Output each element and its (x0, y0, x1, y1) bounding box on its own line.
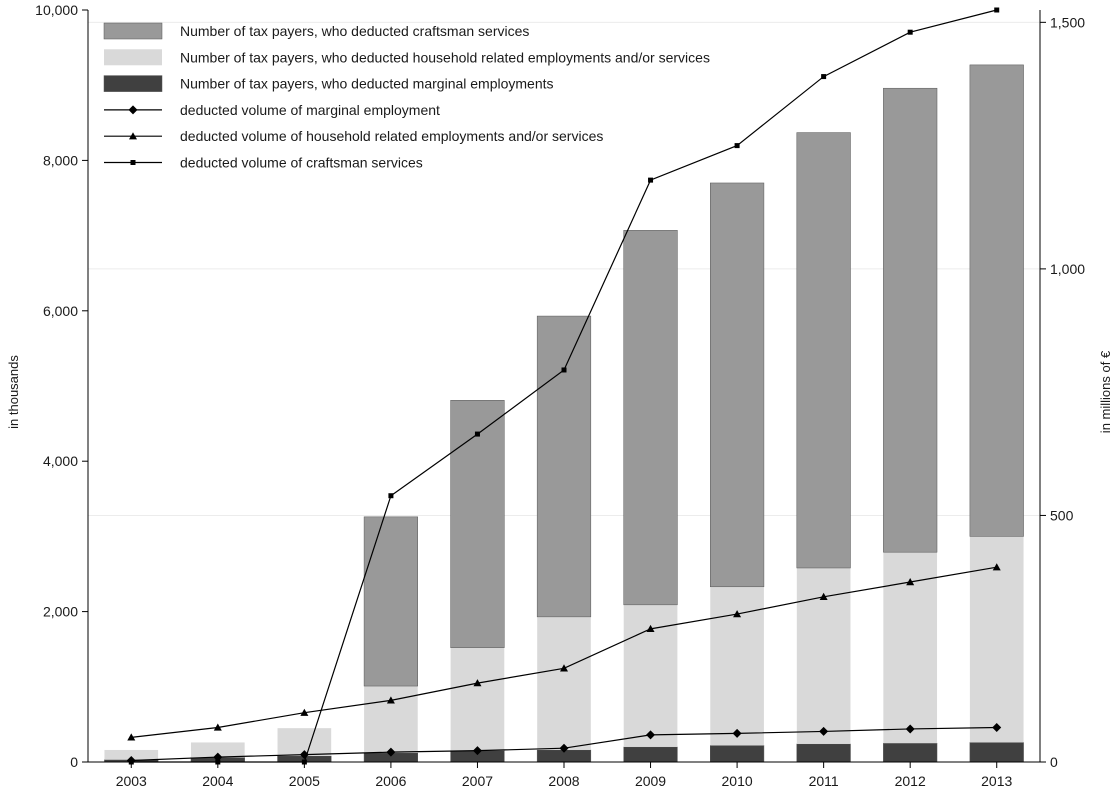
line-1-point-2009 (646, 624, 655, 633)
bar-2007-series-2 (450, 400, 505, 648)
line-0-point-2008 (559, 743, 569, 753)
line-1-point-2010 (733, 610, 742, 618)
right-tick-label: 0 (1050, 754, 1058, 770)
x-tick-label-2010: 2010 (722, 773, 753, 789)
legend-label-bar-2: Number of tax payers, who deducted craft… (180, 23, 529, 39)
bar-2004-series-1 (190, 742, 245, 758)
line-1-point-2007 (473, 679, 482, 687)
x-tick-label-2011: 2011 (809, 773, 839, 789)
right-axis-ticks: 0 500 1,000 1,500 (1040, 14, 1085, 770)
x-tick-label-2013: 2013 (981, 773, 1012, 789)
legend-label-line-0: deducted volume of marginal employment (180, 102, 440, 118)
line-1-point-2012 (906, 578, 915, 586)
line-1-point-2011 (819, 592, 828, 601)
line-1-point-2003 (127, 733, 136, 741)
legend-marker-line-2 (130, 160, 136, 165)
bar-2009-series-2 (623, 230, 678, 606)
bar-2012-series-2 (883, 87, 938, 553)
line-0-point-2010 (732, 728, 742, 738)
legend-label-line-1: deducted volume of household related emp… (180, 128, 603, 144)
bar-2013-series-2 (969, 64, 1024, 537)
bar-2003-series-1 (104, 749, 159, 760)
line-2-point-2011 (821, 74, 827, 80)
right-axis-title: in millions of € (1098, 350, 1113, 433)
legend-label-bar-1: Number of tax payers, who deducted house… (180, 49, 710, 65)
bar-series (104, 64, 1024, 763)
left-axis-title: in thousands (6, 355, 21, 429)
line-0-point-2009 (646, 730, 656, 740)
x-tick-label-2007: 2007 (462, 773, 493, 789)
bar-2007-series-1 (450, 647, 505, 751)
x-tick-label-2012: 2012 (895, 773, 926, 789)
left-tick-label: 8,000 (43, 152, 78, 168)
line-0-point-2011 (819, 726, 829, 736)
x-tick-label-2004: 2004 (202, 773, 233, 789)
bar-2008-series-2 (536, 315, 592, 618)
line-2-point-2012 (907, 29, 913, 35)
line-1-point-2008 (560, 664, 568, 672)
line-1-point-2006 (386, 696, 395, 704)
x-tick-label-2008: 2008 (548, 773, 579, 789)
left-tick-label: 2,000 (43, 604, 78, 620)
x-tick-label-2005: 2005 (289, 773, 320, 789)
legend-swatch-bar-2 (103, 22, 163, 40)
line-2-point-2010 (734, 143, 740, 149)
line-1-point-2004 (213, 723, 222, 731)
line-2-point-2007 (474, 431, 480, 437)
x-tick-label-2003: 2003 (116, 773, 147, 789)
line-2-point-2006 (388, 493, 394, 499)
line-2-point-2008 (561, 367, 567, 373)
legend-swatch-bar-1 (104, 49, 162, 66)
line-0-point-2004 (213, 752, 223, 762)
legend-marker-line-1 (129, 132, 137, 140)
bar-2011-series-0 (796, 743, 851, 763)
right-tick-label: 500 (1050, 507, 1074, 523)
line-1-point-2013 (992, 563, 1001, 571)
right-tick-label: 1,500 (1050, 14, 1085, 30)
left-tick-label: 6,000 (43, 303, 78, 319)
left-tick-label: 10,000 (35, 2, 78, 18)
legend-swatch-bar-0 (103, 75, 163, 92)
line-2-point-2013 (994, 7, 1000, 13)
right-tick-label: 1,000 (1050, 261, 1085, 277)
bar-2013-series-0 (969, 742, 1024, 763)
left-tick-label: 4,000 (43, 453, 78, 469)
x-tick-label-2006: 2006 (375, 773, 406, 789)
line-0-point-2013 (992, 722, 1002, 732)
legend: Number of tax payers, who deducted craft… (103, 22, 710, 171)
bar-2010-series-2 (710, 182, 765, 588)
bar-2008-series-1 (537, 616, 591, 750)
legend-marker-line-0 (128, 105, 138, 115)
line-0-point-2012 (905, 724, 915, 734)
bar-2006-series-2 (363, 516, 418, 687)
x-axis-ticks: 2003 2004 2005 2006 2007 2008 2009 2010 2011 2012… (116, 762, 1013, 789)
legend-label-bar-0: Number of tax payers, who deducted margi… (180, 76, 554, 92)
line-1-point-2005 (300, 708, 309, 716)
bar-2009-series-0 (623, 746, 678, 763)
line-2-point-2009 (648, 177, 654, 183)
x-tick-label-2009: 2009 (635, 773, 666, 789)
bar-2012-series-0 (883, 742, 938, 763)
legend-label-line-2: deducted volume of craftsman services (180, 155, 423, 171)
left-axis-ticks: 0 2,000 4,000 6,000 8,000 10,000 (35, 2, 88, 770)
line-0-point-2007 (472, 746, 482, 756)
bar-2010-series-0 (710, 745, 765, 763)
axes: 0 2,000 4,000 6,000 8,000 10,000 0 500 1,000 1,5… (6, 2, 1113, 789)
line-0-point-2006 (386, 747, 396, 757)
left-tick-label: 0 (70, 754, 78, 770)
bar-2011-series-2 (796, 132, 851, 569)
